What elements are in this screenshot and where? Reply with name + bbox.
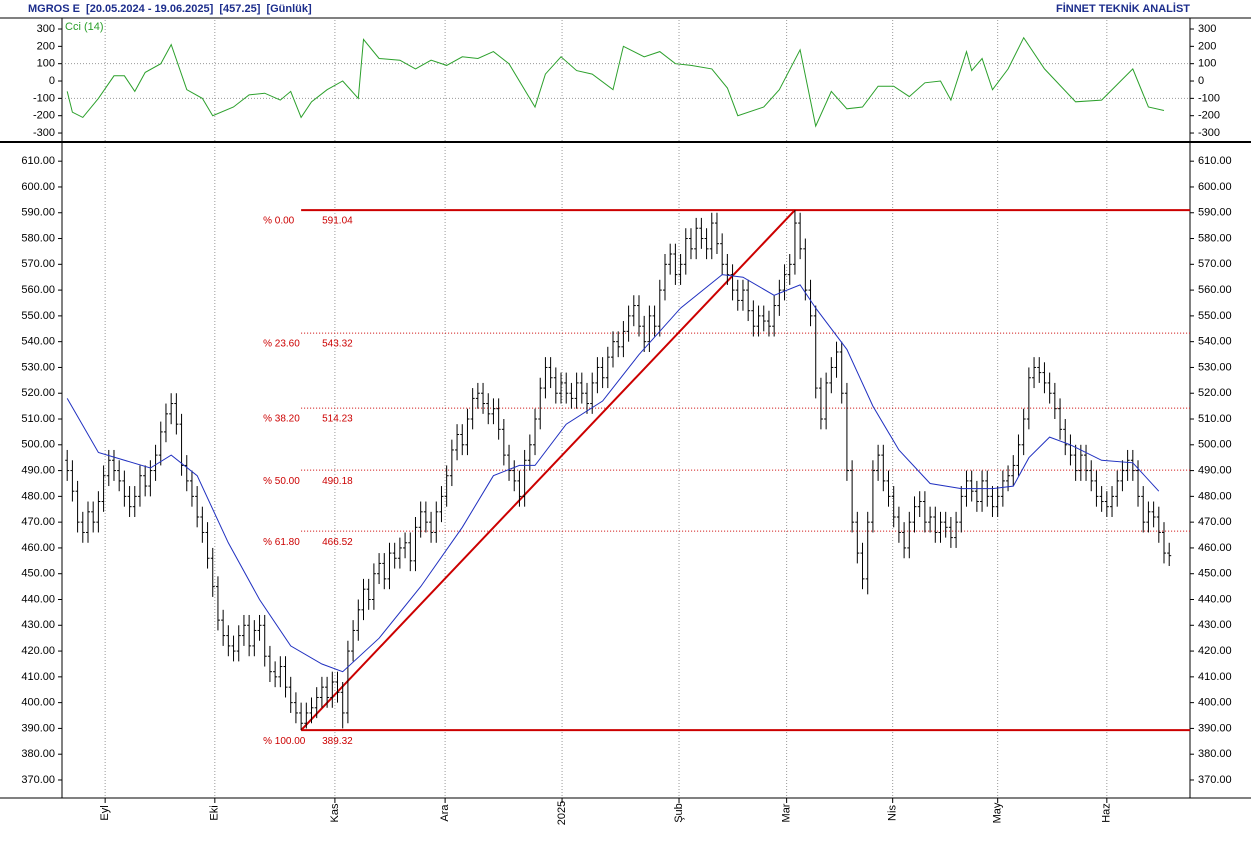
y-tick-label: 420.00 (21, 645, 55, 657)
y-tick-label: 510.00 (21, 413, 55, 425)
fib-value: 543.32 (322, 339, 353, 350)
panel-title: Cci (14) (65, 21, 104, 33)
fib-label: % 61.80 (263, 537, 300, 548)
y-tick-label: 500.00 (21, 439, 55, 451)
y-tick-label: 370.00 (21, 774, 55, 786)
y-tick-label-right: 510.00 (1198, 413, 1232, 425)
x-tick-label: Şub (673, 803, 685, 823)
y-tick-label: -300 (33, 127, 55, 139)
y-tick-label-right: 570.00 (1198, 258, 1232, 270)
y-tick-label: 380.00 (21, 748, 55, 760)
fib-value: 389.32 (322, 736, 353, 747)
x-tick-label: Nis (887, 805, 899, 821)
x-tick-label: Haz (1101, 803, 1113, 823)
y-tick-label-right: 460.00 (1198, 542, 1232, 554)
x-tick-label: Eki (209, 805, 221, 820)
fib-label: % 23.60 (263, 339, 300, 350)
y-tick-label-right: 400.00 (1198, 697, 1232, 709)
y-tick-label: 390.00 (21, 722, 55, 734)
y-tick-label-right: 580.00 (1198, 232, 1232, 244)
y-tick-label: 610.00 (21, 155, 55, 167)
x-tick-label: Eyl (99, 805, 111, 820)
y-tick-label-right: 550.00 (1198, 310, 1232, 322)
moving-average (66, 274, 1160, 673)
y-tick-label-right: 480.00 (1198, 490, 1232, 502)
y-tick-label: 200 (37, 40, 55, 52)
fib-label: % 38.20 (263, 414, 300, 425)
y-tick-label-right: 450.00 (1198, 568, 1232, 580)
y-tick-label: 410.00 (21, 671, 55, 683)
y-tick-label: 580.00 (21, 232, 55, 244)
y-tick-label-right: 0 (1198, 75, 1204, 87)
y-tick-label: 440.00 (21, 593, 55, 605)
y-tick-label: 450.00 (21, 568, 55, 580)
y-tick-label: -200 (33, 110, 55, 122)
y-tick-label: 460.00 (21, 542, 55, 554)
y-tick-label: 590.00 (21, 207, 55, 219)
y-tick-label-right: 370.00 (1198, 774, 1232, 786)
y-tick-label: 550.00 (21, 310, 55, 322)
y-tick-label-right: 530.00 (1198, 361, 1232, 373)
y-tick-label-right: 200 (1198, 40, 1216, 52)
x-tick-label: Kas (329, 803, 341, 822)
y-tick-label-right: 600.00 (1198, 181, 1232, 193)
cci-line (66, 36, 1165, 128)
y-tick-label-right: 470.00 (1198, 516, 1232, 528)
brand: FİNNET TEKNİK ANALİST (1056, 2, 1190, 15)
y-tick-label-right: 560.00 (1198, 284, 1232, 296)
y-tick-label-right: 590.00 (1198, 207, 1232, 219)
chart-title: MGROS E [20.05.2024 - 19.06.2025] [457.2… (28, 3, 312, 15)
x-tick-label: Mar (781, 803, 793, 822)
y-tick-label: 100 (37, 58, 55, 70)
y-tick-label: 600.00 (21, 181, 55, 193)
y-tick-label-right: -300 (1198, 127, 1220, 139)
y-tick-label: 530.00 (21, 361, 55, 373)
y-tick-label-right: 390.00 (1198, 722, 1232, 734)
fib-label: % 0.00 (263, 216, 295, 227)
fib-value: 490.18 (322, 476, 353, 487)
y-tick-label: 540.00 (21, 336, 55, 348)
y-tick-label-right: 490.00 (1198, 464, 1232, 476)
y-tick-label-right: 520.00 (1198, 387, 1232, 399)
fib-value: 466.52 (322, 537, 353, 548)
x-tick-label: May (992, 802, 1004, 823)
y-tick-label-right: 380.00 (1198, 748, 1232, 760)
y-tick-label-right: 430.00 (1198, 619, 1232, 631)
fib-value: 591.04 (322, 216, 353, 227)
x-tick-label: Ara (439, 804, 451, 822)
y-tick-label: 430.00 (21, 619, 55, 631)
y-tick-label: 520.00 (21, 387, 55, 399)
y-tick-label: 400.00 (21, 697, 55, 709)
y-tick-label: 300 (37, 23, 55, 35)
y-tick-label-right: 610.00 (1198, 155, 1232, 167)
fib-trendline (300, 209, 796, 731)
y-tick-label: -100 (33, 92, 55, 104)
y-tick-label-right: 100 (1198, 58, 1216, 70)
y-tick-label-right: -100 (1198, 92, 1220, 104)
y-tick-label-right: 440.00 (1198, 593, 1232, 605)
fib-label: % 50.00 (263, 476, 300, 487)
y-tick-label: 570.00 (21, 258, 55, 270)
y-tick-label: 490.00 (21, 464, 55, 476)
y-tick-label-right: 500.00 (1198, 439, 1232, 451)
y-tick-label-right: 540.00 (1198, 336, 1232, 348)
x-tick-label: 2025 (556, 801, 568, 825)
y-tick-label: 560.00 (21, 284, 55, 296)
y-tick-label: 480.00 (21, 490, 55, 502)
y-tick-label-right: 410.00 (1198, 671, 1232, 683)
fib-label: % 100.00 (263, 736, 306, 747)
y-tick-label: 0 (49, 75, 55, 87)
y-tick-label-right: 420.00 (1198, 645, 1232, 657)
fib-value: 514.23 (322, 414, 353, 425)
y-tick-label-right: 300 (1198, 23, 1216, 35)
y-tick-label: 470.00 (21, 516, 55, 528)
y-tick-label-right: -200 (1198, 110, 1220, 122)
